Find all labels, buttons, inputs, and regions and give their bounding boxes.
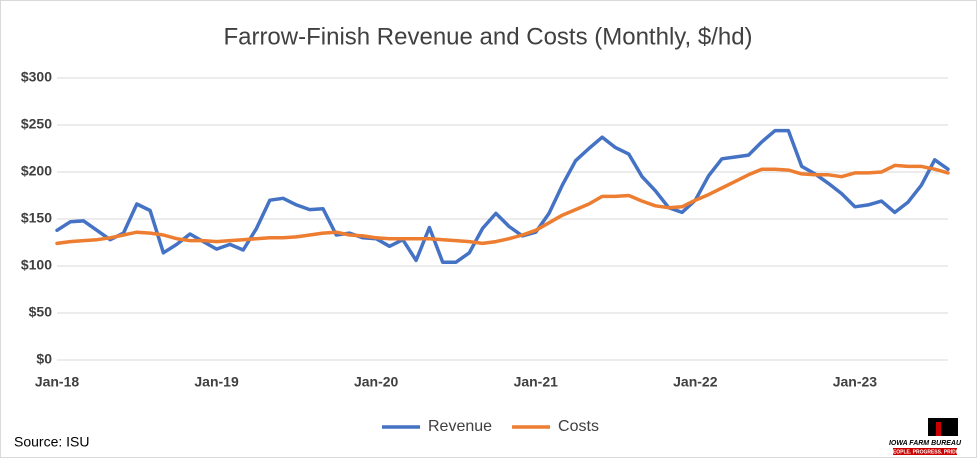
x-tick-label: Jan-21 (514, 374, 559, 390)
y-tick-label: $200 (21, 163, 52, 179)
logo: IOWA FARM BUREAU PEOPLE. PROGRESS. PRIDE… (889, 418, 962, 455)
logo-mark-accent (936, 422, 941, 436)
legend-label: Revenue (428, 418, 492, 435)
logo-tagline: PEOPLE. PROGRESS. PRIDE. (890, 449, 961, 455)
series-line (55, 128, 950, 264)
logo-band (893, 448, 957, 455)
x-tick-label: Jan-18 (35, 374, 80, 390)
y-tick-label: $300 (21, 69, 52, 85)
x-tick-label: Jan-23 (833, 374, 878, 390)
chart-title: Farrow-Finish Revenue and Costs (Monthly… (223, 23, 752, 50)
y-tick-label: $50 (29, 304, 53, 320)
series-line (55, 163, 950, 246)
x-tick-label: Jan-22 (673, 374, 718, 390)
y-tick-label: $150 (21, 210, 52, 226)
y-tick-label: $100 (21, 257, 52, 273)
logo-mark (928, 418, 958, 436)
logo-name: IOWA FARM BUREAU (889, 440, 962, 447)
x-tick-label: Jan-19 (194, 374, 239, 390)
y-tick-label: $0 (36, 351, 52, 367)
x-tick-label: Jan-20 (354, 374, 399, 390)
legend-label: Costs (558, 418, 599, 435)
y-tick-label: $250 (21, 116, 52, 132)
source-note: Source: ISU (14, 434, 89, 450)
